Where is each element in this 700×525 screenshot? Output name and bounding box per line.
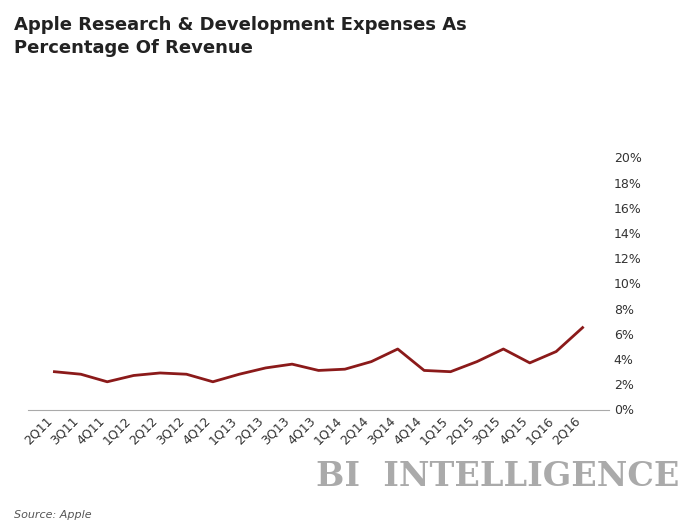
Text: Apple Research & Development Expenses As
Percentage Of Revenue: Apple Research & Development Expenses As… <box>14 16 467 57</box>
Text: Source: Apple: Source: Apple <box>14 510 92 520</box>
Text: BI  INTELLIGENCE: BI INTELLIGENCE <box>316 460 679 494</box>
